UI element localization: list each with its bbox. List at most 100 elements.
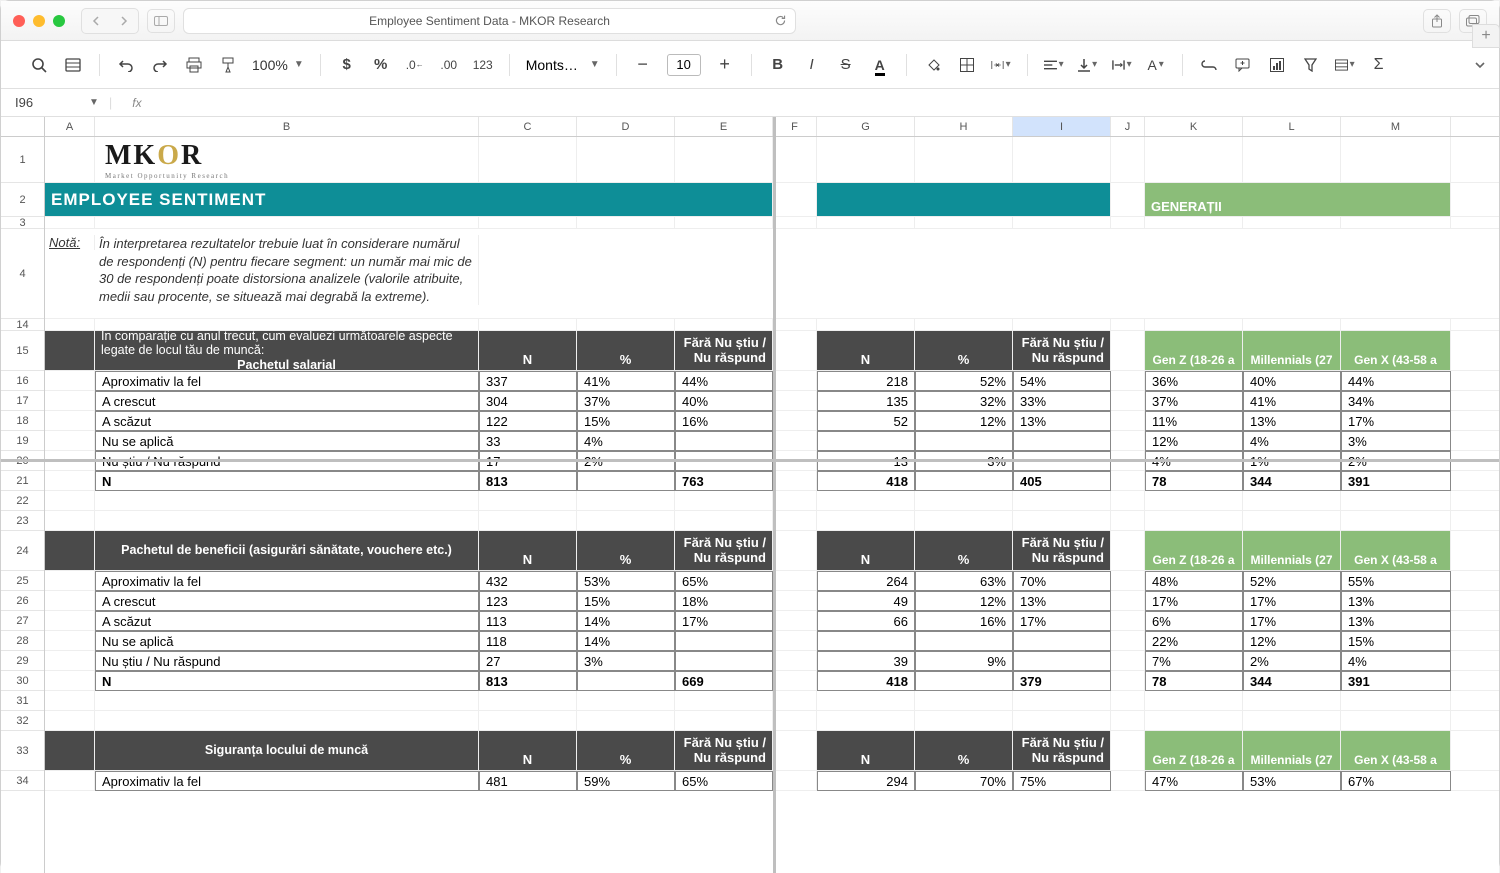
toolbar-expand-icon[interactable] (1474, 60, 1486, 70)
decrease-decimal-icon[interactable]: .0← (405, 55, 425, 75)
row-header-21[interactable]: 21 (1, 471, 44, 491)
currency-icon[interactable]: $ (337, 55, 357, 75)
address-bar[interactable]: Employee Sentiment Data - MKOR Research (183, 8, 796, 34)
row-header-31[interactable]: 31 (1, 691, 44, 711)
new-tab-button[interactable]: + (1472, 24, 1500, 48)
fullscreen-window-button[interactable] (53, 15, 65, 27)
column-headers[interactable]: ABCDEFGHIJKLM (1, 117, 1499, 137)
sidebar-toggle-button[interactable] (147, 9, 175, 33)
undo-icon[interactable] (116, 55, 136, 75)
row-header-25[interactable]: 25 (1, 571, 44, 591)
functions-icon[interactable]: Σ (1369, 55, 1389, 75)
halign-icon[interactable]: ▾ (1044, 55, 1064, 75)
row-header-30[interactable]: 30 (1, 671, 44, 691)
cell-reference[interactable]: I96 (15, 95, 79, 110)
percent-icon[interactable]: % (371, 55, 391, 75)
row-label[interactable]: Nu se aplică (95, 631, 479, 651)
merge-icon[interactable]: ▾ (991, 55, 1011, 75)
row-header-3[interactable]: 3 (1, 217, 44, 229)
section-title: Pachetul de beneficii (asigurări sănătat… (95, 531, 479, 570)
row-label[interactable]: A scăzut (95, 611, 479, 631)
minimize-window-button[interactable] (33, 15, 45, 27)
increase-decimal-icon[interactable]: .00 (439, 55, 459, 75)
col-header-A[interactable]: A (45, 117, 95, 136)
row-header-34[interactable]: 34 (1, 771, 44, 791)
text-color-icon[interactable]: A (870, 55, 890, 75)
comment-icon[interactable] (1233, 55, 1253, 75)
paint-format-icon[interactable] (218, 55, 238, 75)
row-headers[interactable]: 1234141516171819202122232425262728293031… (1, 137, 45, 873)
print-icon[interactable] (184, 55, 204, 75)
row-header-32[interactable]: 32 (1, 711, 44, 731)
row-header-1[interactable]: 1 (1, 137, 44, 183)
col-header-K[interactable]: K (1145, 117, 1243, 136)
col-header-L[interactable]: L (1243, 117, 1341, 136)
zoom-dropdown[interactable]: 100%▼ (252, 57, 304, 73)
col-header-F[interactable]: F (773, 117, 817, 136)
row-header-16[interactable]: 16 (1, 371, 44, 391)
row-header-33[interactable]: 33 (1, 731, 44, 771)
search-icon[interactable] (29, 55, 49, 75)
nav-fwd-button[interactable] (110, 9, 138, 33)
borders-icon[interactable] (957, 55, 977, 75)
font-size-input[interactable] (667, 54, 701, 76)
row-header-2[interactable]: 2 (1, 183, 44, 217)
reload-icon[interactable] (774, 14, 787, 27)
row-header-26[interactable]: 26 (1, 591, 44, 611)
share-button[interactable] (1423, 9, 1451, 33)
link-icon[interactable] (1199, 55, 1219, 75)
redo-icon[interactable] (150, 55, 170, 75)
row-header-22[interactable]: 22 (1, 491, 44, 511)
col-header-H[interactable]: H (915, 117, 1013, 136)
filter-icon[interactable] (1301, 55, 1321, 75)
col-header-M[interactable]: M (1341, 117, 1451, 136)
row-label[interactable]: Aproximativ la fel (95, 371, 479, 391)
fill-color-icon[interactable] (923, 55, 943, 75)
row-header-14[interactable]: 14 (1, 319, 44, 331)
grid[interactable]: MKORMarket Opportunity ResearchEMPLOYEE … (45, 137, 1499, 873)
row-label[interactable]: Nu știu / Nu răspund (95, 651, 479, 671)
rotate-icon[interactable]: A▾ (1146, 55, 1166, 75)
row-label[interactable]: N (95, 671, 479, 691)
row-header-28[interactable]: 28 (1, 631, 44, 651)
chart-icon[interactable] (1267, 55, 1287, 75)
table-view-icon[interactable]: ▾ (1335, 55, 1355, 75)
italic-icon[interactable]: I (802, 55, 822, 75)
cellref-dropdown-icon[interactable]: ▼ (89, 97, 99, 108)
wrap-icon[interactable]: ▾ (1112, 55, 1132, 75)
row-header-15[interactable]: 15 (1, 331, 44, 371)
row-header-17[interactable]: 17 (1, 391, 44, 411)
row-label[interactable]: A scăzut (95, 411, 479, 431)
col-header-D[interactable]: D (577, 117, 675, 136)
bold-icon[interactable]: B (768, 55, 788, 75)
increase-font-icon[interactable]: + (715, 55, 735, 75)
col-header-G[interactable]: G (817, 117, 915, 136)
select-all-corner[interactable] (1, 117, 45, 137)
row-label[interactable]: Aproximativ la fel (95, 771, 479, 791)
row-header-18[interactable]: 18 (1, 411, 44, 431)
decrease-font-icon[interactable]: − (633, 55, 653, 75)
col-header-I[interactable]: I (1013, 117, 1111, 136)
row-header-29[interactable]: 29 (1, 651, 44, 671)
valign-icon[interactable]: ▾ (1078, 55, 1098, 75)
menu-icon[interactable] (63, 55, 83, 75)
col-header-J[interactable]: J (1111, 117, 1145, 136)
font-family-dropdown[interactable]: Monts…▼ (526, 57, 600, 73)
row-label[interactable]: N (95, 471, 479, 491)
format-number-icon[interactable]: 123 (473, 55, 493, 75)
row-label[interactable]: A crescut (95, 591, 479, 611)
col-header-B[interactable]: B (95, 117, 479, 136)
strike-icon[interactable]: S (836, 55, 856, 75)
row-header-4[interactable]: 4 (1, 229, 44, 319)
row-header-19[interactable]: 19 (1, 431, 44, 451)
row-header-27[interactable]: 27 (1, 611, 44, 631)
nav-back-button[interactable] (82, 9, 110, 33)
row-header-24[interactable]: 24 (1, 531, 44, 571)
row-label[interactable]: Nu se aplică (95, 431, 479, 451)
row-label[interactable]: Aproximativ la fel (95, 571, 479, 591)
col-header-C[interactable]: C (479, 117, 577, 136)
row-label[interactable]: A crescut (95, 391, 479, 411)
row-header-23[interactable]: 23 (1, 511, 44, 531)
col-header-E[interactable]: E (675, 117, 773, 136)
close-window-button[interactable] (13, 15, 25, 27)
